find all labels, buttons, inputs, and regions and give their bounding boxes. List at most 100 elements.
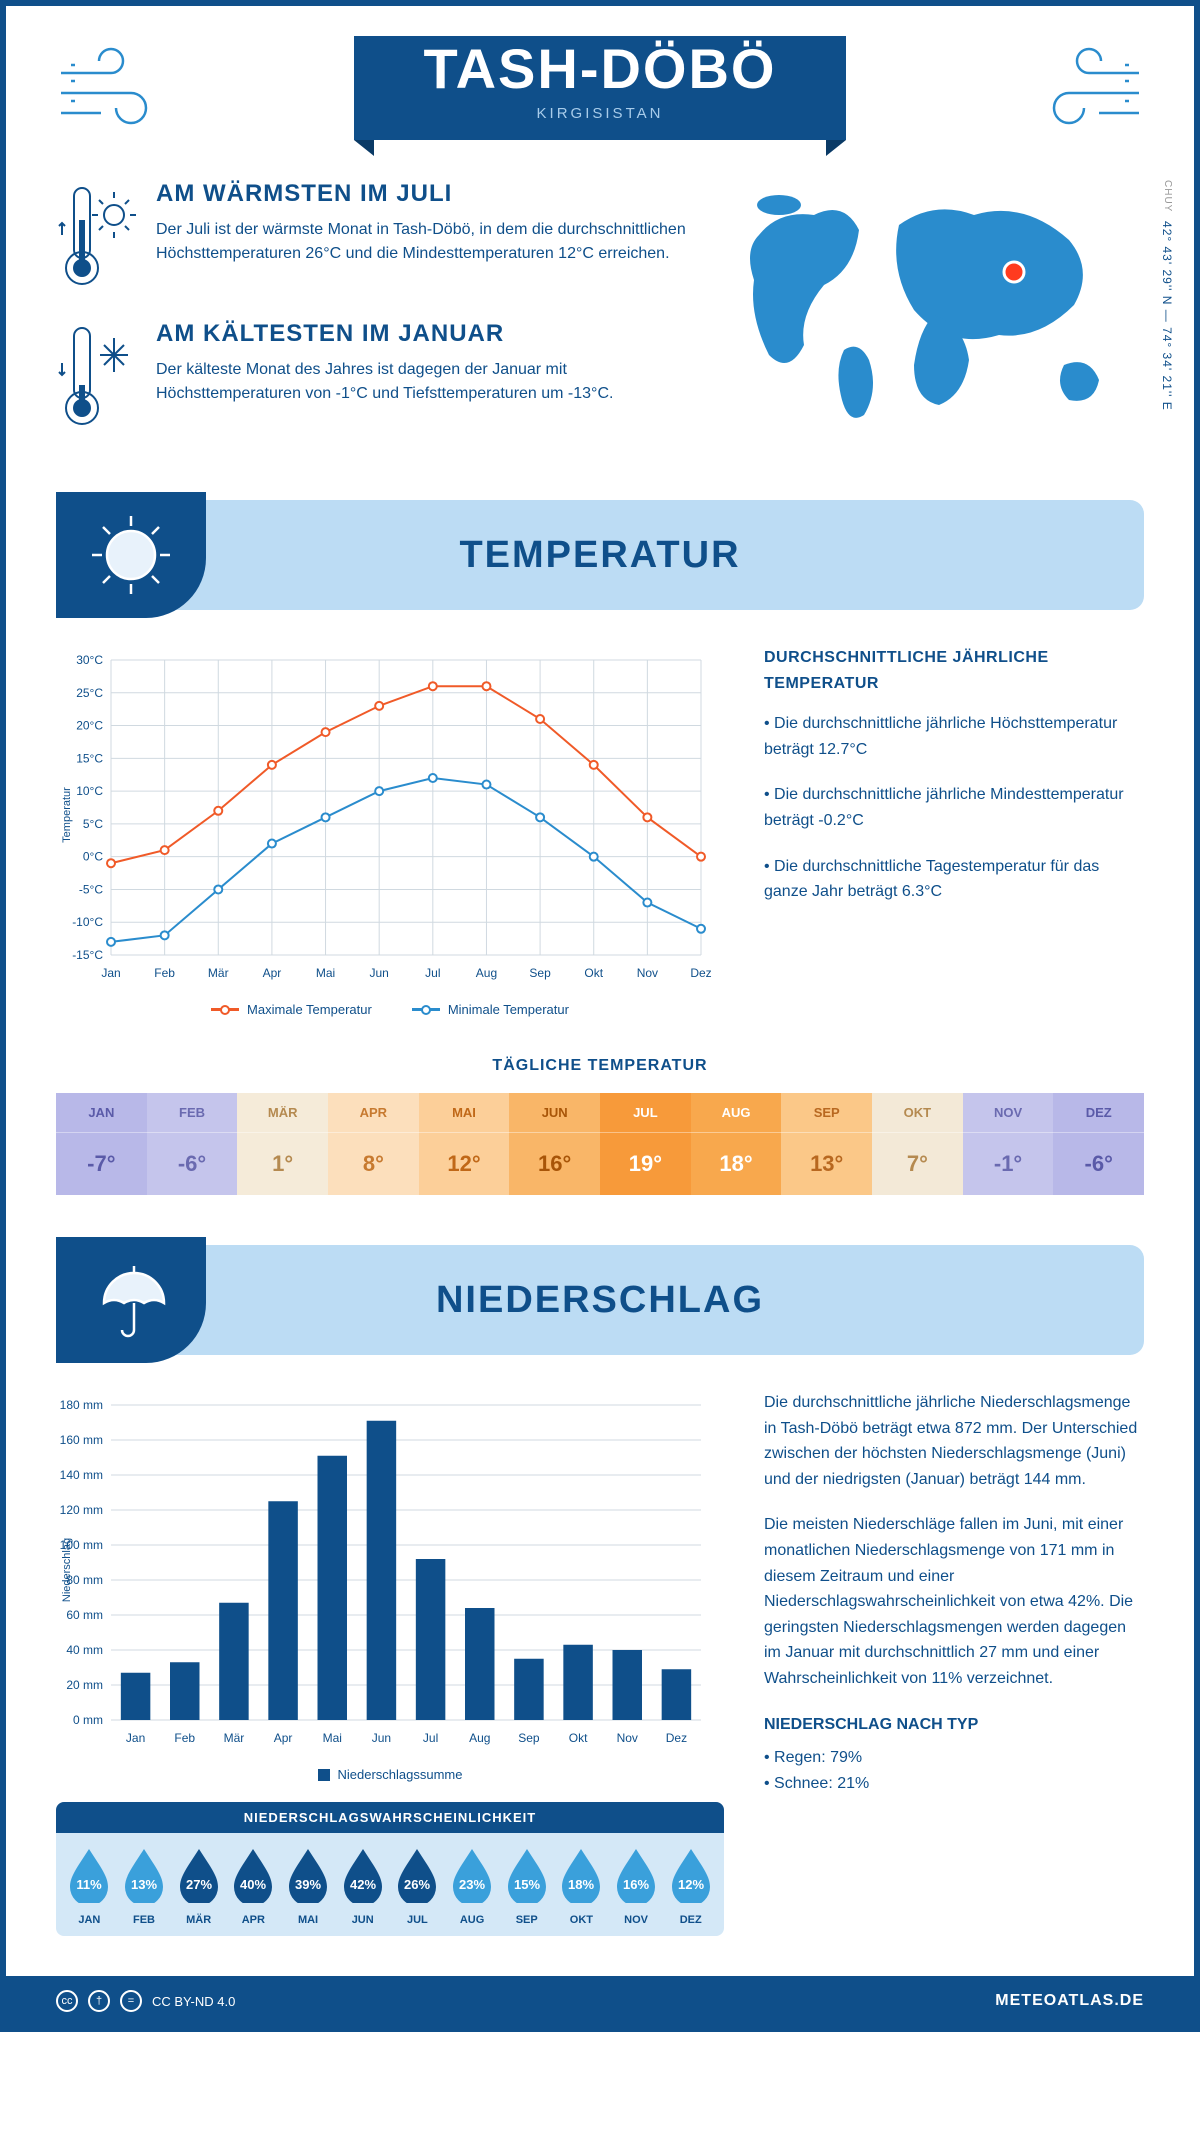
- svg-text:25°C: 25°C: [76, 686, 103, 700]
- svg-text:Mär: Mär: [224, 1731, 245, 1745]
- umbrella-icon: [89, 1258, 174, 1343]
- svg-text:Jul: Jul: [425, 966, 440, 980]
- svg-text:Apr: Apr: [274, 1731, 293, 1745]
- daily-temp-table: JAN-7°FEB-6°MÄR1°APR8°MAI12°JUN16°JUL19°…: [56, 1093, 1144, 1195]
- coldest-block: AM KÄLTESTEN IM JANUAR Der kälteste Mona…: [56, 320, 694, 430]
- temp-cell: MAI12°: [419, 1093, 510, 1195]
- prob-cell: 12%DEZ: [663, 1847, 718, 1926]
- svg-text:60 mm: 60 mm: [66, 1608, 103, 1622]
- svg-text:Niederschlag: Niederschlag: [61, 1538, 73, 1602]
- precipitation-legend: Niederschlagssumme: [56, 1767, 724, 1782]
- map-column: CHUY 42° 43' 29'' N — 74° 34' 21'' E: [724, 180, 1144, 460]
- svg-text:39%: 39%: [295, 1877, 321, 1892]
- by-icon: †: [88, 1990, 110, 2012]
- svg-text:15°C: 15°C: [76, 751, 103, 765]
- warmest-text: Der Juli ist der wärmste Monat in Tash-D…: [156, 218, 694, 266]
- temp-cell: SEP13°: [781, 1093, 872, 1195]
- svg-text:120 mm: 120 mm: [60, 1503, 103, 1517]
- section-title-temperature: TEMPERATUR: [459, 534, 740, 577]
- prob-cell: 15%SEP: [499, 1847, 554, 1926]
- svg-text:Jun: Jun: [372, 1731, 391, 1745]
- license: cc † = CC BY-ND 4.0: [56, 1990, 235, 2012]
- warmest-heading: AM WÄRMSTEN IM JULI: [156, 180, 694, 208]
- svg-text:Aug: Aug: [469, 1731, 490, 1745]
- svg-text:23%: 23%: [459, 1877, 485, 1892]
- svg-text:Mai: Mai: [316, 966, 335, 980]
- svg-text:11%: 11%: [77, 1877, 103, 1892]
- svg-text:26%: 26%: [404, 1877, 430, 1892]
- section-title-precipitation: NIEDERSCHLAG: [436, 1279, 764, 1322]
- svg-text:Okt: Okt: [584, 966, 603, 980]
- svg-text:Nov: Nov: [617, 1731, 638, 1745]
- svg-text:Dez: Dez: [666, 1731, 687, 1745]
- sun-icon: [86, 510, 176, 600]
- svg-text:Jan: Jan: [101, 966, 120, 980]
- svg-text:42%: 42%: [350, 1877, 376, 1892]
- svg-text:Nov: Nov: [637, 966, 658, 980]
- svg-text:18%: 18%: [568, 1877, 594, 1892]
- svg-text:Feb: Feb: [174, 1731, 195, 1745]
- svg-text:0 mm: 0 mm: [73, 1713, 103, 1727]
- prob-cell: 40%APR: [226, 1847, 281, 1926]
- precipitation-bar-chart: 0 mm20 mm40 mm60 mm80 mm100 mm120 mm140 …: [56, 1390, 724, 1782]
- title-banner: TASH-DÖBÖ KIRGISISTAN: [354, 36, 847, 140]
- svg-text:12%: 12%: [678, 1877, 704, 1892]
- temp-cell: APR8°: [328, 1093, 419, 1195]
- temp-cell: JUN16°: [509, 1093, 600, 1195]
- page-subtitle: KIRGISISTAN: [424, 105, 777, 122]
- prob-cell: 23%AUG: [445, 1847, 500, 1926]
- svg-text:Mär: Mär: [208, 966, 229, 980]
- svg-text:180 mm: 180 mm: [60, 1398, 103, 1412]
- svg-text:140 mm: 140 mm: [60, 1468, 103, 1482]
- header: TASH-DÖBÖ KIRGISISTAN: [56, 36, 1144, 140]
- prob-cell: 26%JUL: [390, 1847, 445, 1926]
- svg-text:Jul: Jul: [423, 1731, 438, 1745]
- page-title: TASH-DÖBÖ: [424, 36, 777, 101]
- svg-text:-10°C: -10°C: [72, 915, 103, 929]
- world-map-icon: [724, 180, 1144, 430]
- warmest-block: AM WÄRMSTEN IM JULI Der Juli ist der wär…: [56, 180, 694, 290]
- temp-cell: OKT7°: [872, 1093, 963, 1195]
- prob-cell: 11%JAN: [62, 1847, 117, 1926]
- temperature-summary: DURCHSCHNITTLICHE JÄHRLICHE TEMPERATUR •…: [764, 645, 1144, 1017]
- svg-text:20°C: 20°C: [76, 719, 103, 733]
- cc-icon: cc: [56, 1990, 78, 2012]
- svg-text:Temperatur: Temperatur: [61, 787, 73, 843]
- daily-temp-title: TÄGLICHE TEMPERATUR: [56, 1057, 1144, 1075]
- svg-text:-5°C: -5°C: [79, 882, 103, 896]
- svg-text:Jan: Jan: [126, 1731, 145, 1745]
- coldest-heading: AM KÄLTESTEN IM JANUAR: [156, 320, 694, 348]
- svg-text:Feb: Feb: [154, 966, 175, 980]
- temp-cell: DEZ-6°: [1053, 1093, 1144, 1195]
- temp-cell: JUL19°: [600, 1093, 691, 1195]
- svg-text:15%: 15%: [514, 1877, 540, 1892]
- section-banner-precipitation: NIEDERSCHLAG: [56, 1245, 1144, 1355]
- temp-cell: JAN-7°: [56, 1093, 147, 1195]
- temperature-line-chart: -15°C-10°C-5°C0°C5°C10°C15°C20°C25°C30°C…: [56, 645, 724, 1017]
- svg-text:30°C: 30°C: [76, 653, 103, 667]
- svg-text:40%: 40%: [240, 1877, 266, 1892]
- svg-text:Jun: Jun: [370, 966, 389, 980]
- temperature-legend: .legend-swatch[style*='#f05a28']::after{…: [56, 1002, 724, 1017]
- wind-icon-left: [56, 43, 176, 133]
- svg-text:Apr: Apr: [263, 966, 282, 980]
- svg-text:Sep: Sep: [518, 1731, 540, 1745]
- svg-text:0°C: 0°C: [83, 850, 103, 864]
- footer: cc † = CC BY-ND 4.0 METEOATLAS.DE: [6, 1976, 1194, 2026]
- wind-icon-right: [1024, 43, 1144, 133]
- svg-text:160 mm: 160 mm: [60, 1433, 103, 1447]
- svg-text:20 mm: 20 mm: [66, 1678, 103, 1692]
- thermometer-hot-icon: [56, 180, 136, 290]
- prob-cell: 39%MAI: [281, 1847, 336, 1926]
- svg-text:Sep: Sep: [529, 966, 551, 980]
- prob-cell: 16%NOV: [609, 1847, 664, 1926]
- svg-text:40 mm: 40 mm: [66, 1643, 103, 1657]
- prob-cell: 18%OKT: [554, 1847, 609, 1926]
- brand: METEOATLAS.DE: [995, 1992, 1144, 2010]
- svg-text:Aug: Aug: [476, 966, 497, 980]
- temp-cell: NOV-1°: [963, 1093, 1054, 1195]
- thermometer-cold-icon: [56, 320, 136, 430]
- svg-text:-15°C: -15°C: [72, 948, 103, 962]
- nd-icon: =: [120, 1990, 142, 2012]
- svg-text:Okt: Okt: [569, 1731, 588, 1745]
